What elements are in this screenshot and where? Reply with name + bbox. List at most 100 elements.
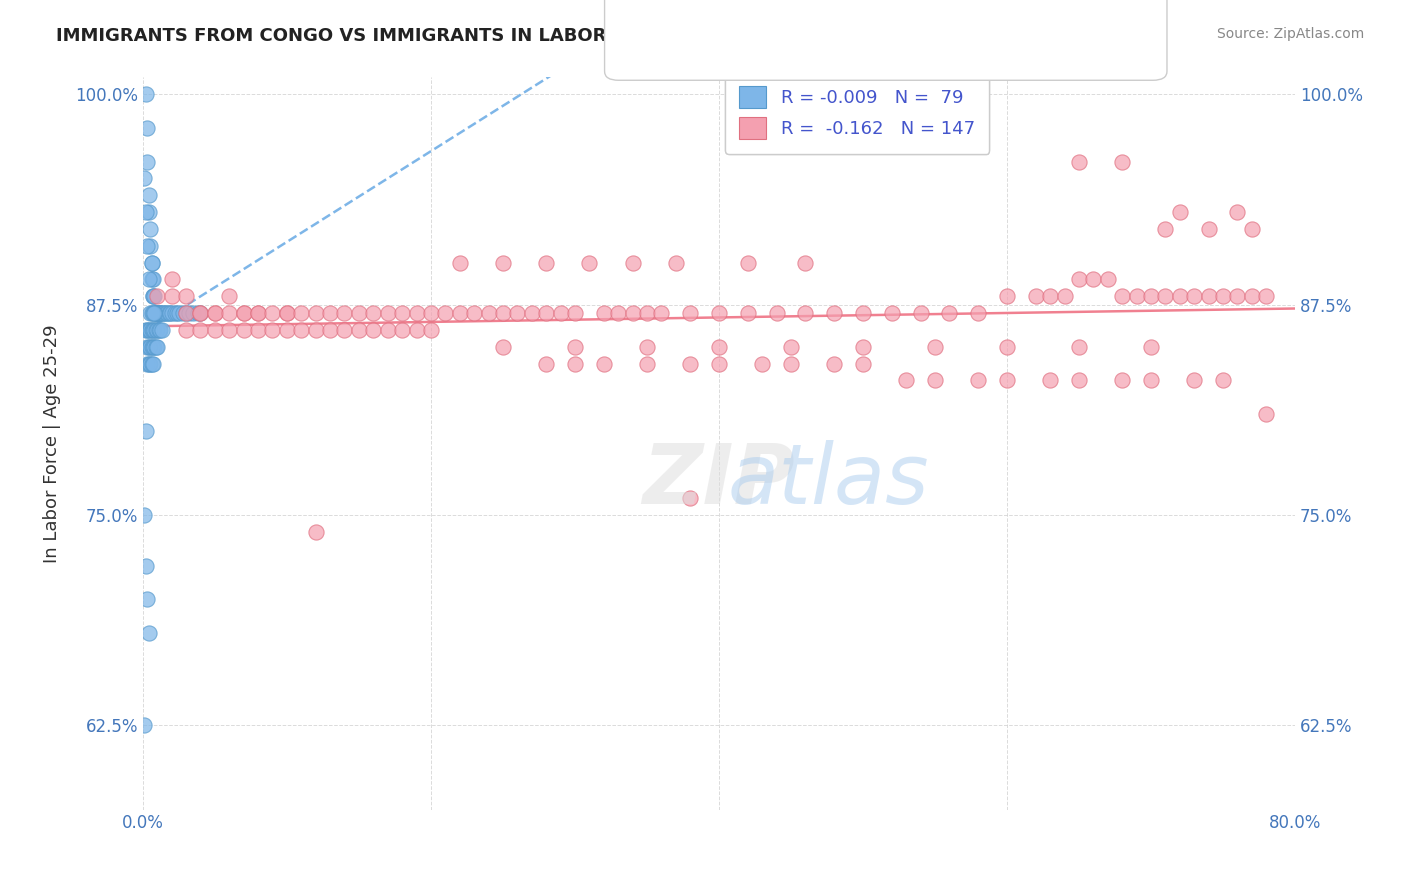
- Point: [1168, 289, 1191, 303]
- Point: [149, 323, 172, 337]
- Point: [636, 340, 658, 354]
- Point: [534, 306, 557, 320]
- Point: [377, 323, 399, 337]
- Point: [160, 306, 183, 320]
- Point: [319, 323, 342, 337]
- Point: [218, 323, 240, 337]
- Point: [156, 306, 179, 320]
- Point: [665, 255, 688, 269]
- Point: [305, 306, 328, 320]
- Point: [172, 306, 194, 320]
- Point: [145, 340, 167, 354]
- Point: [592, 357, 614, 371]
- Point: [1140, 373, 1163, 387]
- Point: [247, 306, 270, 320]
- Point: [896, 373, 918, 387]
- Point: [1154, 289, 1177, 303]
- Point: [174, 323, 197, 337]
- Point: [142, 289, 165, 303]
- Point: [150, 323, 173, 337]
- Point: [751, 357, 773, 371]
- Point: [1256, 289, 1278, 303]
- Point: [1182, 289, 1205, 303]
- Point: [204, 306, 226, 320]
- Point: [391, 323, 413, 337]
- Point: [780, 340, 803, 354]
- Point: [143, 323, 166, 337]
- Point: [155, 306, 177, 320]
- Point: [405, 306, 427, 320]
- Point: [190, 306, 212, 320]
- Point: [621, 255, 644, 269]
- Point: [232, 323, 254, 337]
- Point: [534, 357, 557, 371]
- Point: [924, 373, 946, 387]
- Point: [780, 357, 803, 371]
- Point: [1111, 289, 1133, 303]
- Point: [1067, 340, 1090, 354]
- Point: [405, 323, 427, 337]
- Point: [1067, 154, 1090, 169]
- Point: [290, 306, 312, 320]
- Point: [1140, 340, 1163, 354]
- Point: [167, 306, 190, 320]
- Point: [1039, 373, 1062, 387]
- Point: [135, 205, 157, 219]
- Point: [138, 205, 160, 219]
- Point: [737, 306, 759, 320]
- Point: [134, 718, 156, 732]
- Point: [765, 306, 787, 320]
- Y-axis label: In Labor Force | Age 25-29: In Labor Force | Age 25-29: [44, 324, 60, 563]
- Point: [607, 306, 630, 320]
- Text: atlas: atlas: [727, 440, 929, 521]
- Point: [1212, 373, 1234, 387]
- Point: [636, 357, 658, 371]
- Point: [1083, 272, 1105, 286]
- Point: [160, 289, 183, 303]
- Point: [1067, 272, 1090, 286]
- Point: [707, 306, 730, 320]
- Point: [145, 306, 167, 320]
- Point: [139, 222, 162, 236]
- Point: [163, 306, 186, 320]
- Point: [138, 340, 160, 354]
- Point: [707, 357, 730, 371]
- Point: [1025, 289, 1047, 303]
- Point: [419, 306, 441, 320]
- Point: [146, 306, 169, 320]
- Point: [139, 340, 162, 354]
- Point: [136, 323, 159, 337]
- Point: [520, 306, 543, 320]
- Point: [1212, 289, 1234, 303]
- Point: [621, 306, 644, 320]
- Point: [135, 424, 157, 438]
- Point: [141, 255, 163, 269]
- Point: [149, 306, 172, 320]
- Point: [135, 558, 157, 573]
- Point: [419, 323, 441, 337]
- Point: [578, 255, 600, 269]
- Point: [679, 306, 702, 320]
- Point: [136, 592, 159, 607]
- Point: [1125, 289, 1147, 303]
- Point: [477, 306, 499, 320]
- Point: [449, 306, 471, 320]
- Point: [166, 306, 188, 320]
- Point: [145, 323, 167, 337]
- Point: [363, 323, 385, 337]
- Point: [1240, 289, 1263, 303]
- Point: [1140, 289, 1163, 303]
- Point: [146, 323, 169, 337]
- Point: [139, 238, 162, 252]
- Point: [136, 357, 159, 371]
- Point: [449, 255, 471, 269]
- Point: [737, 255, 759, 269]
- Point: [142, 306, 165, 320]
- Point: [506, 306, 529, 320]
- Point: [136, 154, 159, 169]
- Point: [1053, 289, 1076, 303]
- Point: [139, 323, 162, 337]
- Point: [190, 323, 212, 337]
- Point: [143, 306, 166, 320]
- Point: [157, 306, 180, 320]
